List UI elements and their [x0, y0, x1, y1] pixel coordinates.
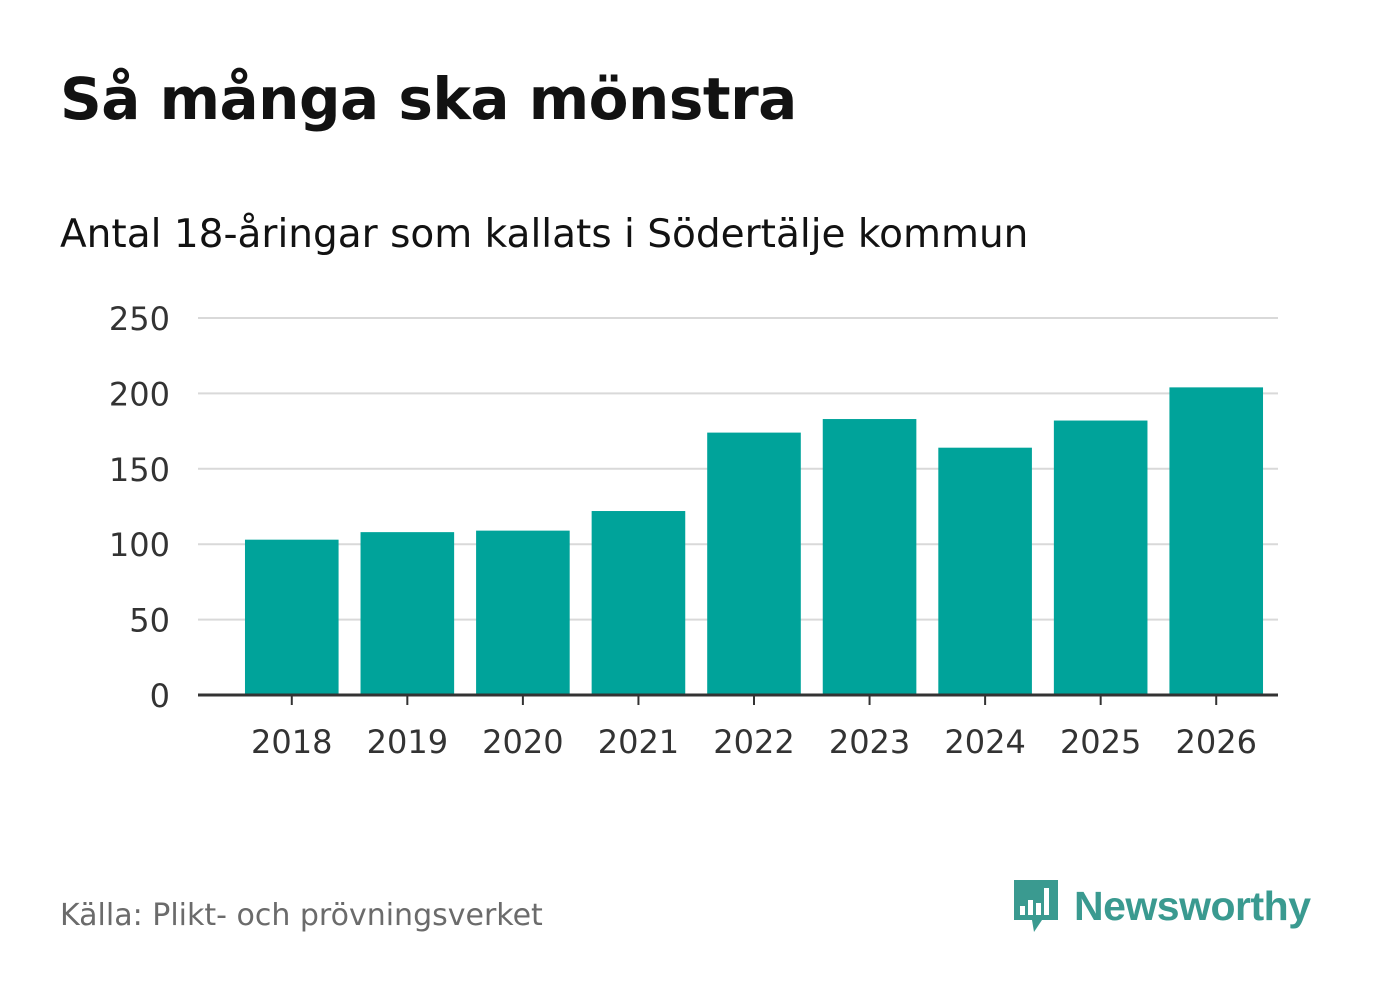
y-axis-ticks: 0 50 100 150 200 250	[109, 300, 170, 715]
x-tick-label: 2018	[251, 723, 332, 761]
bar-2026	[1169, 387, 1264, 695]
x-tick-label: 2021	[598, 723, 679, 761]
bars	[244, 387, 1264, 695]
bar-2019	[360, 532, 455, 695]
x-axis-ticks: 2018 2019 2020 2021 2022 2023 2024 2025 2026	[251, 695, 1257, 761]
y-tick-label: 100	[109, 526, 170, 564]
y-tick-label: 50	[129, 602, 170, 640]
x-tick-label: 2025	[1060, 723, 1141, 761]
chart-title: Så många ska mönstra	[60, 65, 797, 133]
bar-2024	[938, 447, 1032, 695]
bar-2025	[1053, 420, 1148, 695]
x-tick-label: 2024	[944, 723, 1025, 761]
bar-2020	[476, 530, 570, 695]
newsworthy-bar-chart-speech-bubble-icon	[1014, 880, 1058, 932]
brand-logo: Newsworthy	[1010, 876, 1311, 936]
bar-2022	[707, 432, 801, 695]
bar-2021	[591, 511, 686, 695]
y-tick-label: 0	[150, 677, 170, 715]
bar-2018	[244, 539, 339, 695]
source-note: Källa: Plikt- och prövningsverket	[60, 898, 543, 933]
x-tick-label: 2022	[713, 723, 794, 761]
y-tick-label: 200	[109, 375, 170, 413]
x-tick-label: 2019	[367, 723, 448, 761]
bar-2023	[822, 419, 917, 695]
x-tick-label: 2026	[1176, 723, 1257, 761]
brand-name: Newsworthy	[1074, 882, 1311, 929]
y-tick-label: 250	[109, 300, 170, 338]
x-tick-label: 2023	[829, 723, 910, 761]
x-tick-label: 2020	[482, 723, 563, 761]
y-tick-label: 150	[109, 451, 170, 489]
chart-subtitle: Antal 18-åringar som kallats i Södertälj…	[60, 212, 1029, 257]
